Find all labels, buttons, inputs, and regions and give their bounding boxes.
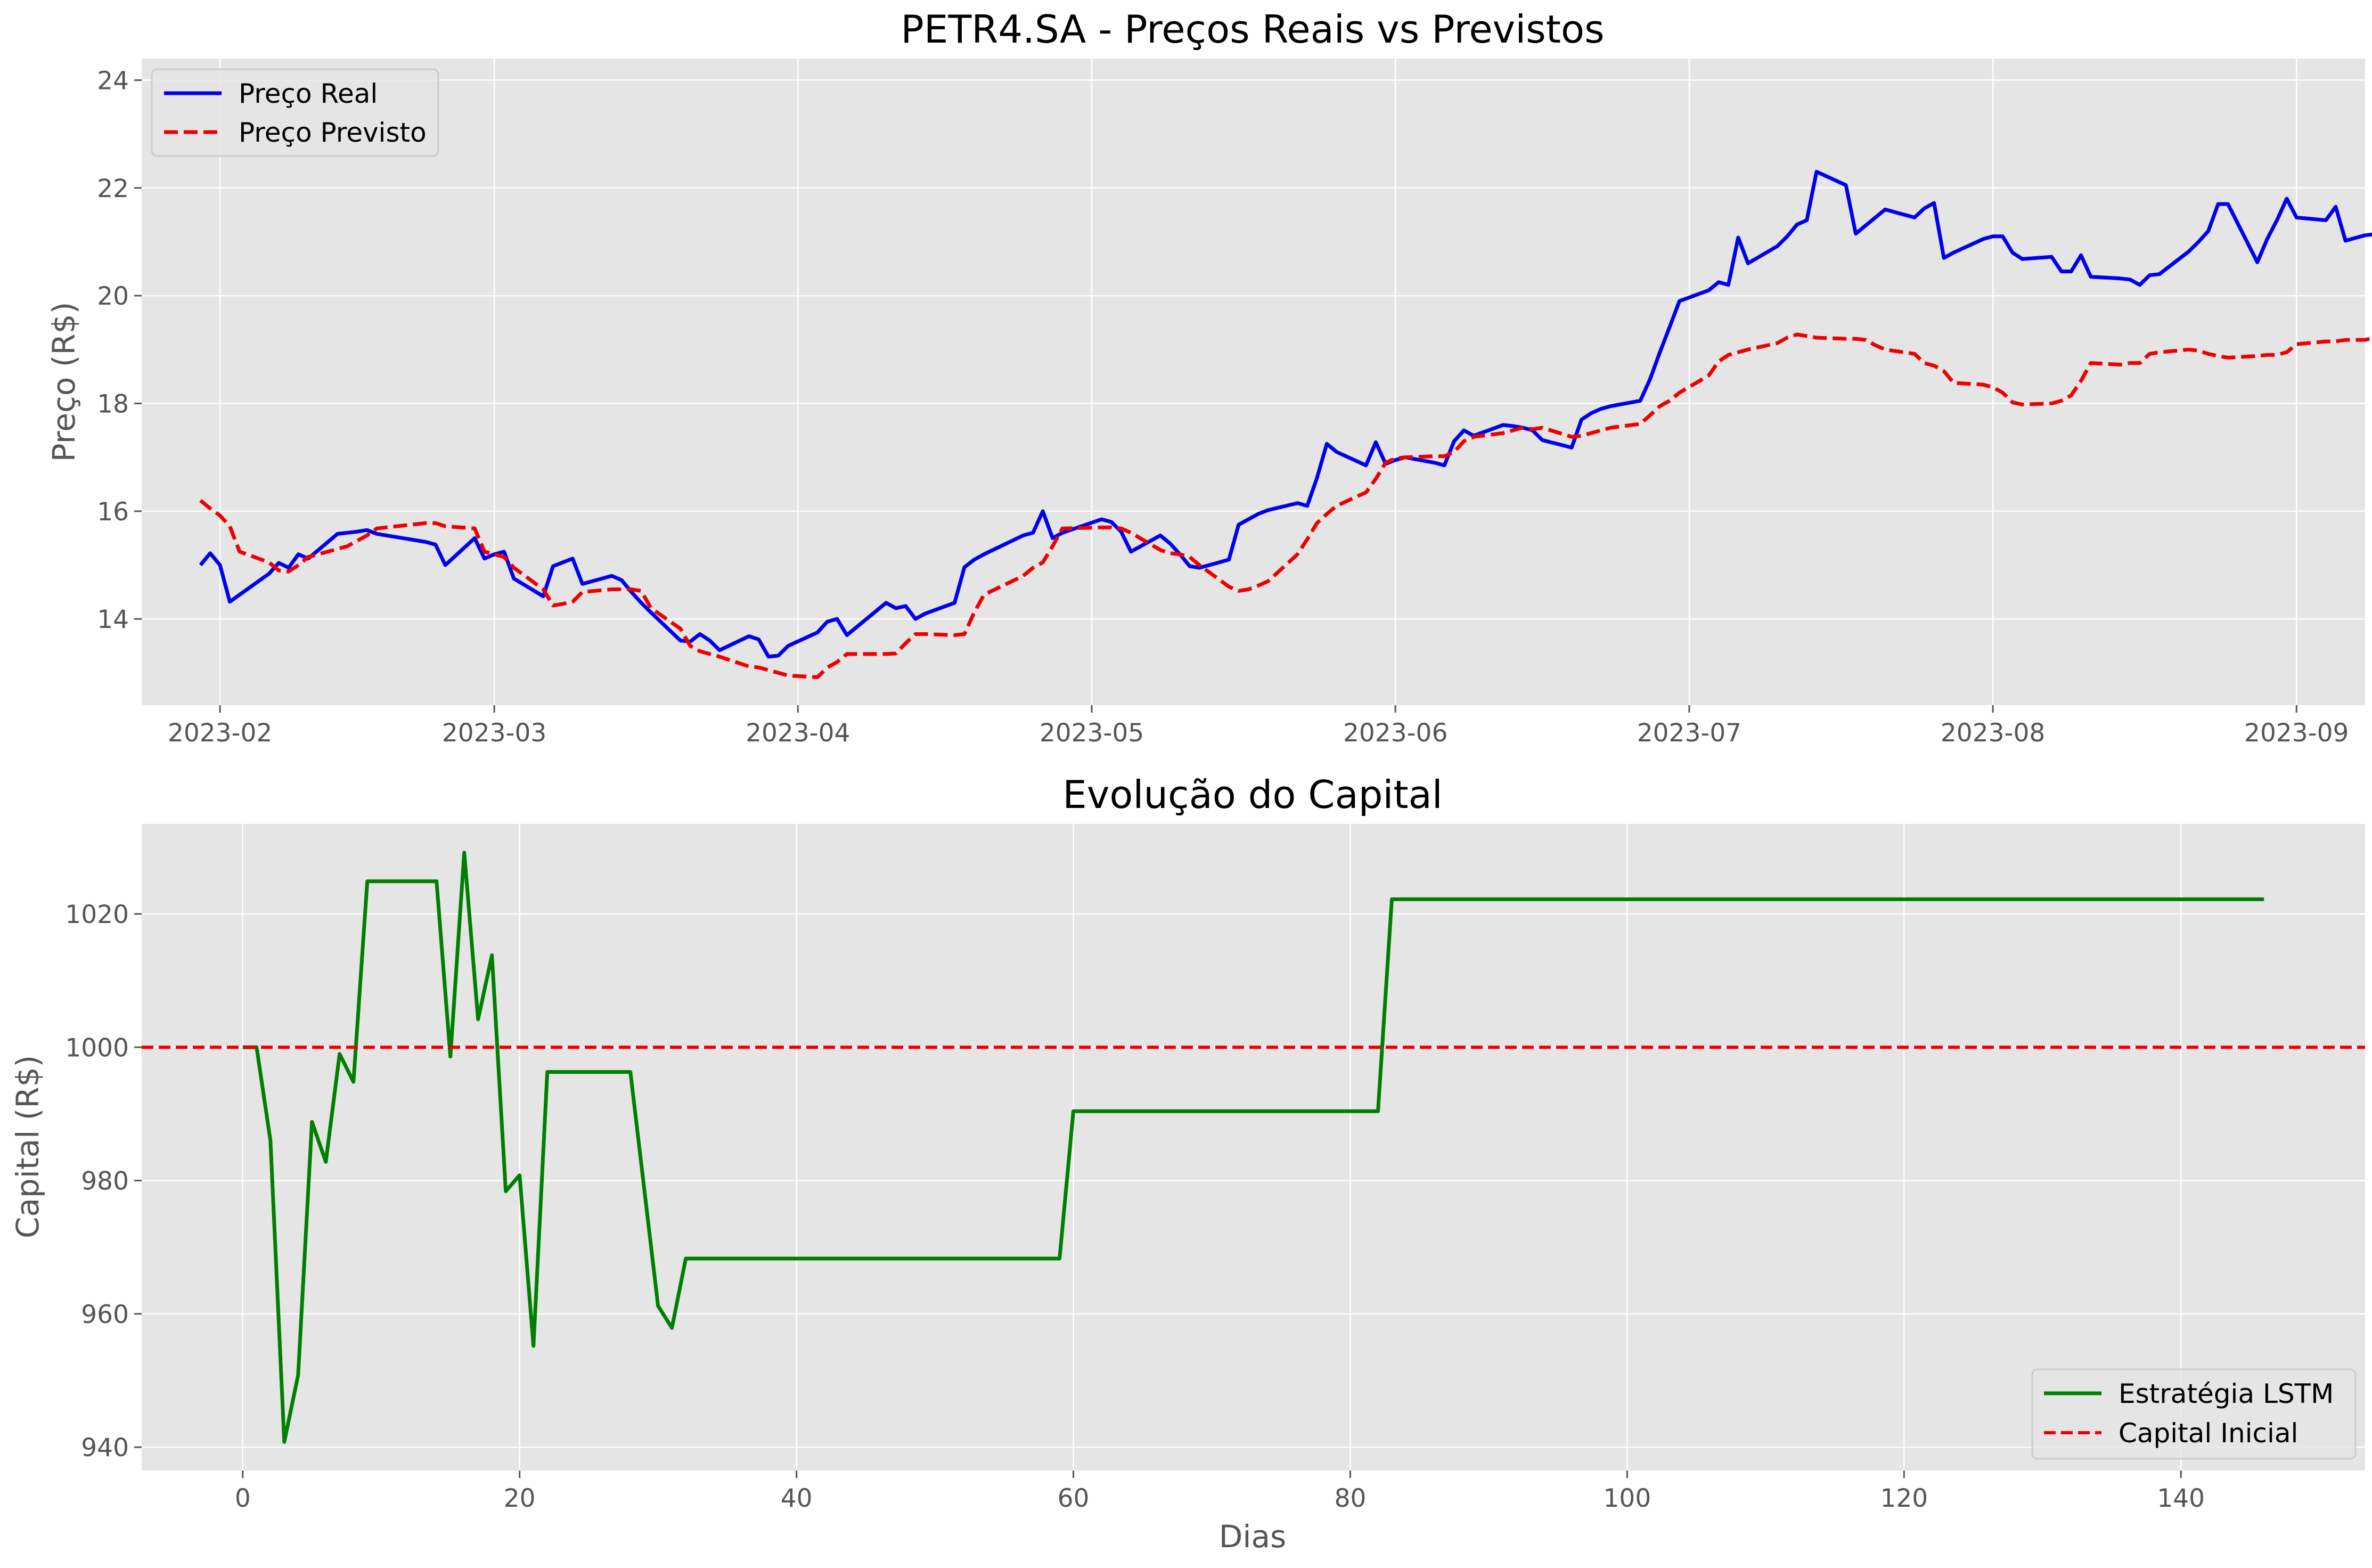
price-x-tick-label: 2023-07 [1637, 718, 1741, 748]
capital-y-tick-label: 1000 [65, 1033, 129, 1063]
price-gridlines [142, 59, 2365, 705]
capital-y-tick-label: 1020 [65, 900, 129, 929]
capital-x-tick-label: 20 [504, 1484, 536, 1513]
price-x-tick-label: 2023-08 [1941, 718, 2045, 748]
capital-x-tick-label: 140 [2157, 1484, 2205, 1513]
price-chart-title: PETR4.SA - Preços Reais vs Previstos [901, 7, 1604, 52]
capital-x-tick-label: 120 [1880, 1484, 1928, 1513]
legend-label-estrategia-lstm: Estratégia LSTM [2119, 1378, 2334, 1409]
price-y-tick-labels: 14 16 18 20 22 24 [97, 66, 142, 634]
price-y-tick-label: 14 [97, 605, 129, 634]
price-x-tick-label: 2023-04 [746, 718, 850, 748]
price-x-tick-label: 2023-03 [442, 718, 546, 748]
price-y-tick-label: 22 [97, 174, 129, 203]
capital-x-tick-label: 100 [1604, 1484, 1651, 1513]
capital-series-lines [142, 851, 2365, 1444]
capital-legend: Estratégia LSTM Capital Inicial [2031, 1368, 2357, 1460]
capital-x-tick-label: 40 [781, 1484, 813, 1513]
series-line-preco-previsto [199, 332, 2372, 679]
capital-plot-area [142, 824, 2365, 1471]
capital-x-axis-label: Dias [1219, 1518, 1287, 1555]
price-x-tick-label: 2023-02 [168, 718, 272, 748]
capital-x-tick-label: 0 [235, 1484, 251, 1513]
price-y-tick-label: 18 [97, 389, 129, 419]
capital-x-tick-label: 60 [1058, 1484, 1090, 1513]
capital-y-tick-label: 980 [81, 1167, 129, 1196]
capital-y-tick-label: 960 [81, 1300, 129, 1329]
price-chart: PETR4.SA - Preços Reais vs Previstos 202… [46, 7, 2372, 748]
price-x-tick-labels: 2023-02 2023-03 2023-04 2023-05 2023-06 2023-… [168, 705, 2349, 748]
series-line-preco-real [199, 169, 2372, 659]
price-legend: Preço Real Preço Previsto [151, 68, 439, 157]
price-y-axis-label: Preço (R$) [46, 302, 82, 462]
price-x-tick-label: 2023-09 [2244, 718, 2349, 748]
legend-label-preco-previsto: Preço Previsto [239, 117, 427, 148]
series-line-estrategia-lstm [242, 851, 2264, 1444]
capital-x-tick-labels: 0 20 40 60 80 100 120 140 [235, 1471, 2205, 1513]
capital-x-tick-label: 80 [1335, 1484, 1367, 1513]
price-x-tick-label: 2023-05 [1040, 718, 1144, 748]
capital-y-axis-label: Capital (R$) [10, 1055, 46, 1238]
legend-label-preco-real: Preço Real [239, 78, 378, 109]
capital-chart: Evolução do Capital 0 20 40 60 80 100 120 140 9… [10, 772, 2365, 1555]
capital-chart-title: Evolução do Capital [1062, 772, 1443, 817]
price-x-tick-label: 2023-06 [1343, 718, 1447, 748]
price-series-lines [199, 169, 2372, 679]
capital-y-tick-labels: 940 960 980 1000 1020 [65, 900, 142, 1463]
price-y-tick-label: 20 [97, 282, 129, 311]
price-y-tick-label: 16 [97, 497, 129, 527]
price-y-tick-label: 24 [97, 66, 129, 95]
capital-y-tick-label: 940 [81, 1433, 129, 1463]
legend-label-capital-inicial: Capital Inicial [2119, 1418, 2298, 1449]
price-plot-area [142, 59, 2365, 705]
